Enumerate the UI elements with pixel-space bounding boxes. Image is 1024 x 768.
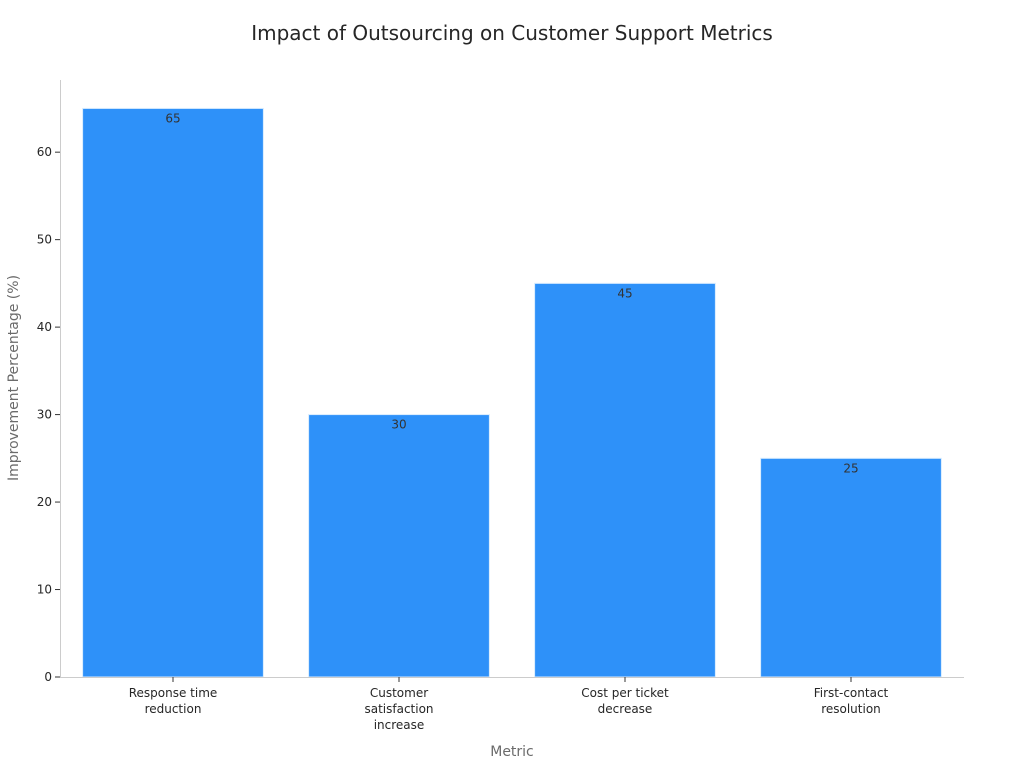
x-tick-label-2: Cost per ticket decrease: [581, 686, 669, 716]
bar-3: [760, 457, 942, 678]
bar-1: [308, 414, 490, 678]
data-label-3: 25: [843, 461, 858, 475]
x-tick-label-3: First-contact resolution: [814, 686, 889, 716]
data-labels-layer: 65 30 45 25: [165, 111, 858, 475]
x-axis-label: Metric: [490, 744, 534, 760]
y-tick-label-2: 20: [37, 495, 52, 509]
y-axis-label: Improvement Percentage (%): [6, 275, 22, 481]
data-label-0: 65: [165, 111, 180, 125]
y-tick-label-5: 50: [37, 233, 52, 247]
x-tick-label-1: Customer satisfaction increase: [364, 686, 433, 732]
bar-0: [82, 107, 264, 678]
y-tick-label-4: 40: [37, 320, 52, 334]
y-tick-label-0: 0: [44, 670, 52, 684]
y-axis-ticks: 0 10 20 30 40 50 60: [37, 145, 60, 684]
y-tick-label-6: 60: [37, 145, 52, 159]
x-axis-ticks: Response time reduction Customer satisfacti…: [129, 677, 889, 732]
chart-title: Impact of Outsourcing on Customer Suppor…: [251, 21, 773, 45]
bars-layer: [82, 107, 942, 678]
x-tick-label-0: Response time reduction: [129, 686, 218, 716]
bar-2: [534, 282, 716, 678]
data-label-2: 45: [617, 286, 632, 300]
y-tick-label-3: 30: [37, 408, 52, 422]
data-label-1: 30: [391, 418, 406, 432]
y-tick-label-1: 10: [37, 583, 52, 597]
